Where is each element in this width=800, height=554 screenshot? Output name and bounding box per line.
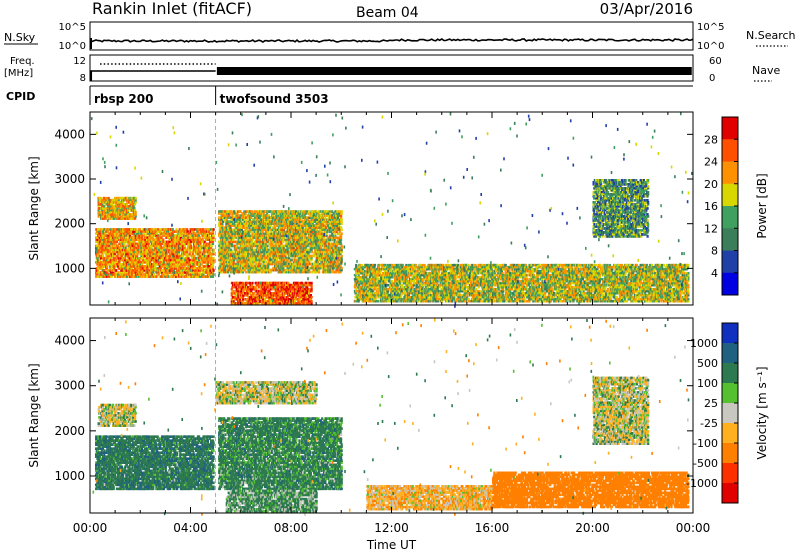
data-cell: [142, 241, 144, 244]
data-cell: [128, 241, 130, 244]
freq-twofsound-block: [217, 67, 692, 75]
cpid-label: CPID: [6, 90, 35, 103]
data-cell: [108, 232, 110, 235]
nsearch-tick-top: 10^5: [697, 22, 724, 33]
nsky-frame: [90, 22, 693, 50]
cpid-segment-label-1: twofsound 3503: [220, 92, 329, 106]
freq-tick-top: 12: [73, 56, 86, 67]
date-label: 03/Apr/2016: [600, 0, 693, 18]
radar-figure: Rankin Inlet (fitACF) Beam 04 03/Apr/201…: [0, 0, 800, 554]
data-cell: [115, 269, 117, 272]
nsky-tick-top: 10^5: [59, 22, 86, 33]
nsearch-label: N.Search: [746, 29, 796, 42]
region-0-0: [95, 228, 215, 278]
freq-rbsp-line: [91, 71, 215, 81]
freq-tick-bottom: 8: [80, 73, 86, 84]
data-cell: [108, 228, 110, 231]
freq-label: Freq.: [10, 56, 35, 67]
freq-trace: [91, 64, 691, 81]
cpid-panel: CPID rbsp 200 twofsound 3503: [6, 86, 693, 106]
nsky-trace: [90, 38, 693, 49]
nave-label: Nave: [752, 64, 780, 77]
nave-tick-top: 60: [709, 56, 722, 67]
nsky-label: N.Sky: [4, 31, 36, 44]
freq-panel: Freq. [MHz] 12 8 60 0 Nave: [4, 55, 780, 84]
nsky-tick-bottom: 10^0: [59, 41, 86, 52]
nave-tick-bottom: 0: [709, 73, 715, 84]
cpid-segment-label-0: rbsp 200: [94, 92, 153, 106]
data-cell: [174, 230, 176, 233]
data-cell: [153, 238, 155, 241]
nsky-series-line: [90, 39, 693, 42]
beam-label: Beam 04: [356, 5, 419, 21]
nsearch-tick-bottom: 10^0: [697, 41, 724, 52]
freq-unit-label: [MHz]: [4, 68, 33, 79]
data-cell: [97, 275, 99, 278]
station-title: Rankin Inlet (fitACF): [92, 0, 252, 18]
cpid-segments: rbsp 200 twofsound 3503: [90, 86, 329, 106]
nsky-panel: N.Sky 10^5 10^0 10^5 10^0 N.Search: [4, 22, 796, 52]
